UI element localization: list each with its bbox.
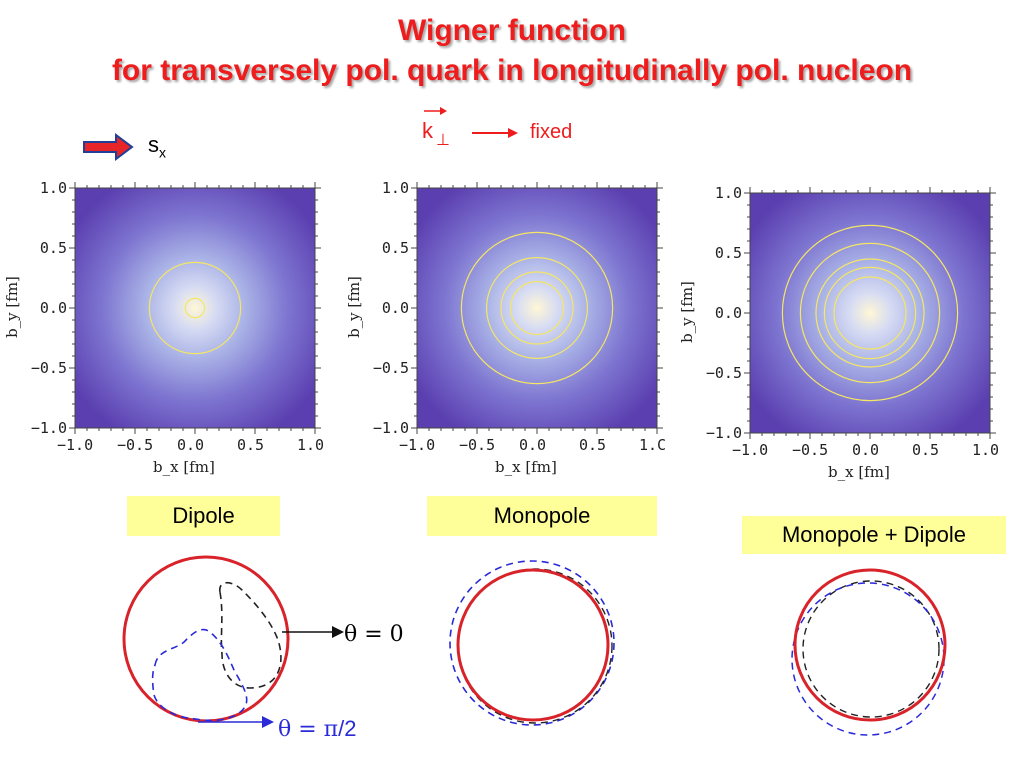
fixed-label: fixed bbox=[530, 121, 573, 143]
contour-line bbox=[823, 266, 917, 360]
caption-monopole-dipole: Monopole + Dipole bbox=[742, 516, 1006, 554]
dipole-curves bbox=[122, 555, 344, 728]
k-perp-label: k ⊥ bbox=[420, 104, 460, 154]
x-tick-label: −1.0 bbox=[732, 441, 769, 459]
curve-solid-red bbox=[793, 568, 947, 722]
curve-dashed-blue bbox=[449, 560, 615, 726]
x-tick-label: −0.5 bbox=[117, 436, 154, 454]
curve-solid-red bbox=[122, 555, 290, 723]
x-tick-label: 0.5 bbox=[912, 441, 940, 459]
vector-arrow-icon bbox=[424, 107, 447, 115]
y-tick-label: 1.0 bbox=[39, 179, 67, 197]
contour-line bbox=[781, 224, 959, 402]
y-tick-label: 1.0 bbox=[714, 184, 742, 202]
contour-line bbox=[460, 231, 614, 385]
x-tick-label: 0.5 bbox=[237, 436, 265, 454]
x-tick-label: −0.5 bbox=[459, 436, 496, 454]
heatmap-area bbox=[417, 188, 657, 428]
y-axis-label: b_y [fm] bbox=[3, 276, 21, 338]
x-tick-label: 0.5 bbox=[579, 436, 607, 454]
arrow-theta-pi2-icon bbox=[262, 716, 274, 728]
plot-frame bbox=[69, 182, 321, 434]
contour-line bbox=[833, 276, 907, 350]
x-tick-label: −1.0 bbox=[57, 436, 94, 454]
y-tick-label: 0.5 bbox=[39, 239, 67, 257]
curve-dashed-blue bbox=[791, 582, 945, 736]
x-tick-label: 0.0 bbox=[177, 436, 205, 454]
title-line-2: for transversely pol. quark in longitudi… bbox=[111, 54, 913, 87]
contour-line bbox=[509, 280, 564, 335]
caption-monopole: Monopole bbox=[427, 496, 657, 536]
x-tick-label: 0.0 bbox=[852, 441, 880, 459]
y-axis-label: b_y [fm] bbox=[345, 276, 363, 338]
y-tick-label: −1.0 bbox=[372, 419, 409, 437]
x-tick-label: 1.0 bbox=[972, 441, 1000, 459]
contour-lines bbox=[148, 261, 242, 355]
contour-lines bbox=[460, 231, 614, 385]
title-line-1: Wigner function bbox=[397, 14, 627, 47]
x-tick-label: 1.0 bbox=[297, 436, 325, 454]
fixed-arrow-icon bbox=[472, 128, 518, 138]
contour-line bbox=[815, 258, 925, 368]
curve-solid-red bbox=[456, 568, 610, 722]
x-tick-label: 1.C bbox=[639, 436, 667, 454]
curve-dashed-black bbox=[802, 580, 940, 718]
spin-label: sx bbox=[148, 132, 166, 161]
x-axis-label: b_x [fm] bbox=[153, 458, 215, 476]
y-tick-label: 0.0 bbox=[381, 299, 409, 317]
y-tick-label: 0.5 bbox=[714, 244, 742, 262]
y-tick-label: 0.5 bbox=[381, 239, 409, 257]
monopole-curves bbox=[449, 560, 615, 726]
annotation-theta-0: θ = 0 bbox=[344, 622, 404, 647]
plot-frame bbox=[744, 187, 996, 439]
monopole-dipole-curves bbox=[791, 568, 947, 736]
y-axis-label: b_y [fm] bbox=[678, 281, 696, 343]
arrow-theta0-icon bbox=[332, 626, 344, 638]
x-tick-label: −0.5 bbox=[792, 441, 829, 459]
y-tick-label: 0.0 bbox=[39, 299, 67, 317]
contour-line bbox=[485, 256, 589, 360]
y-tick-label: −0.5 bbox=[372, 359, 409, 377]
spin-arrow-icon bbox=[83, 133, 134, 161]
curve-dashed-black bbox=[219, 581, 282, 689]
contour-lines bbox=[781, 224, 959, 402]
y-tick-label: 0.0 bbox=[714, 304, 742, 322]
contour-line bbox=[148, 261, 242, 355]
caption-dipole: Dipole bbox=[127, 496, 280, 536]
x-axis-label: b_x [fm] bbox=[495, 458, 557, 476]
x-tick-label: 0.0 bbox=[519, 436, 547, 454]
x-axis-label: b_x [fm] bbox=[828, 463, 890, 481]
heatmap-area bbox=[750, 193, 990, 433]
contour-line bbox=[184, 297, 206, 319]
y-tick-label: −0.5 bbox=[705, 364, 742, 382]
curve-dashed-blue bbox=[151, 628, 248, 722]
plot-frame bbox=[411, 182, 663, 434]
annotation-theta-pi2: θ = π/2 bbox=[278, 716, 357, 742]
y-tick-label: −1.0 bbox=[705, 424, 742, 442]
y-tick-label: −0.5 bbox=[30, 359, 67, 377]
heatmap-area bbox=[75, 188, 315, 428]
contour-line bbox=[500, 271, 574, 345]
y-tick-label: 1.0 bbox=[381, 179, 409, 197]
contour-line bbox=[799, 242, 941, 384]
y-tick-label: −1.0 bbox=[30, 419, 67, 437]
x-tick-label: −1.0 bbox=[399, 436, 436, 454]
